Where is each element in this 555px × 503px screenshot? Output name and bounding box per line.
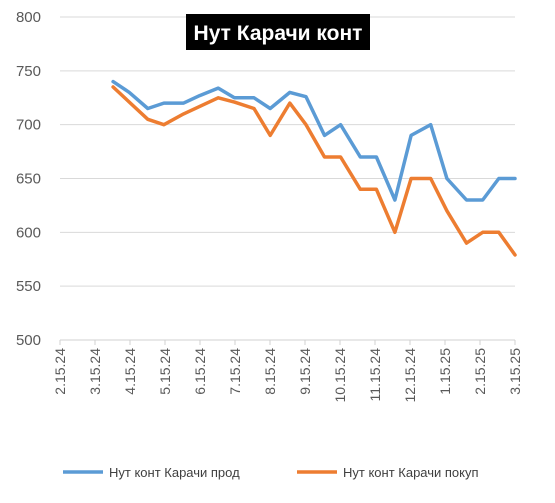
x-axis: 2.15.24 3.15.24 4.15.24 5.15.24 6.15.24 7.15.…	[52, 340, 523, 403]
chart-title: Нут Карачи конт	[186, 14, 370, 50]
legend-label: Нут конт Карачи покуп	[343, 465, 479, 480]
legend: Нут конт Карачи прод Нут конт Карачи поку…	[63, 465, 479, 480]
legend-item-2: Нут конт Карачи покуп	[297, 465, 479, 480]
y-tick-label: 550	[16, 278, 41, 295]
x-tick-label: 2.15.25	[472, 348, 488, 395]
x-tick-label: 9.15.24	[297, 348, 313, 395]
grid	[60, 16, 515, 341]
legend-label: Нут конт Карачи прод	[109, 465, 240, 480]
x-tick-label: 2.15.24	[52, 348, 68, 395]
x-tick-label: 10.15.24	[332, 348, 348, 403]
y-tick-label: 600	[16, 224, 41, 241]
x-tick-label: 4.15.24	[122, 348, 138, 395]
series-lines	[111, 79, 517, 257]
x-tick-label: 12.15.24	[402, 348, 418, 403]
series-line-1	[111, 79, 517, 202]
title-background	[186, 14, 370, 50]
series-line-2	[111, 85, 517, 257]
y-tick-label: 650	[16, 171, 41, 188]
x-tick-label: 8.15.24	[262, 348, 278, 395]
y-tick-label: 750	[16, 63, 41, 80]
x-tick-label: 3.15.24	[87, 348, 103, 395]
y-tick-label: 800	[16, 9, 41, 26]
y-tick-label: 500	[16, 332, 41, 349]
x-tick-label: 1.15.25	[437, 348, 453, 395]
x-tick-label: 6.15.24	[192, 348, 208, 395]
x-tick-label: 7.15.24	[227, 348, 243, 395]
y-tick-label: 700	[16, 117, 41, 134]
x-tick-label: 11.15.24	[367, 348, 383, 402]
x-tick-label: 3.15.25	[507, 348, 523, 395]
y-axis: 500 550 600 650 700 750 800	[16, 9, 41, 349]
x-tick-label: 5.15.24	[157, 348, 173, 395]
chart-title-text: Нут Карачи конт	[194, 22, 363, 45]
legend-item-1: Нут конт Карачи прод	[63, 465, 240, 480]
